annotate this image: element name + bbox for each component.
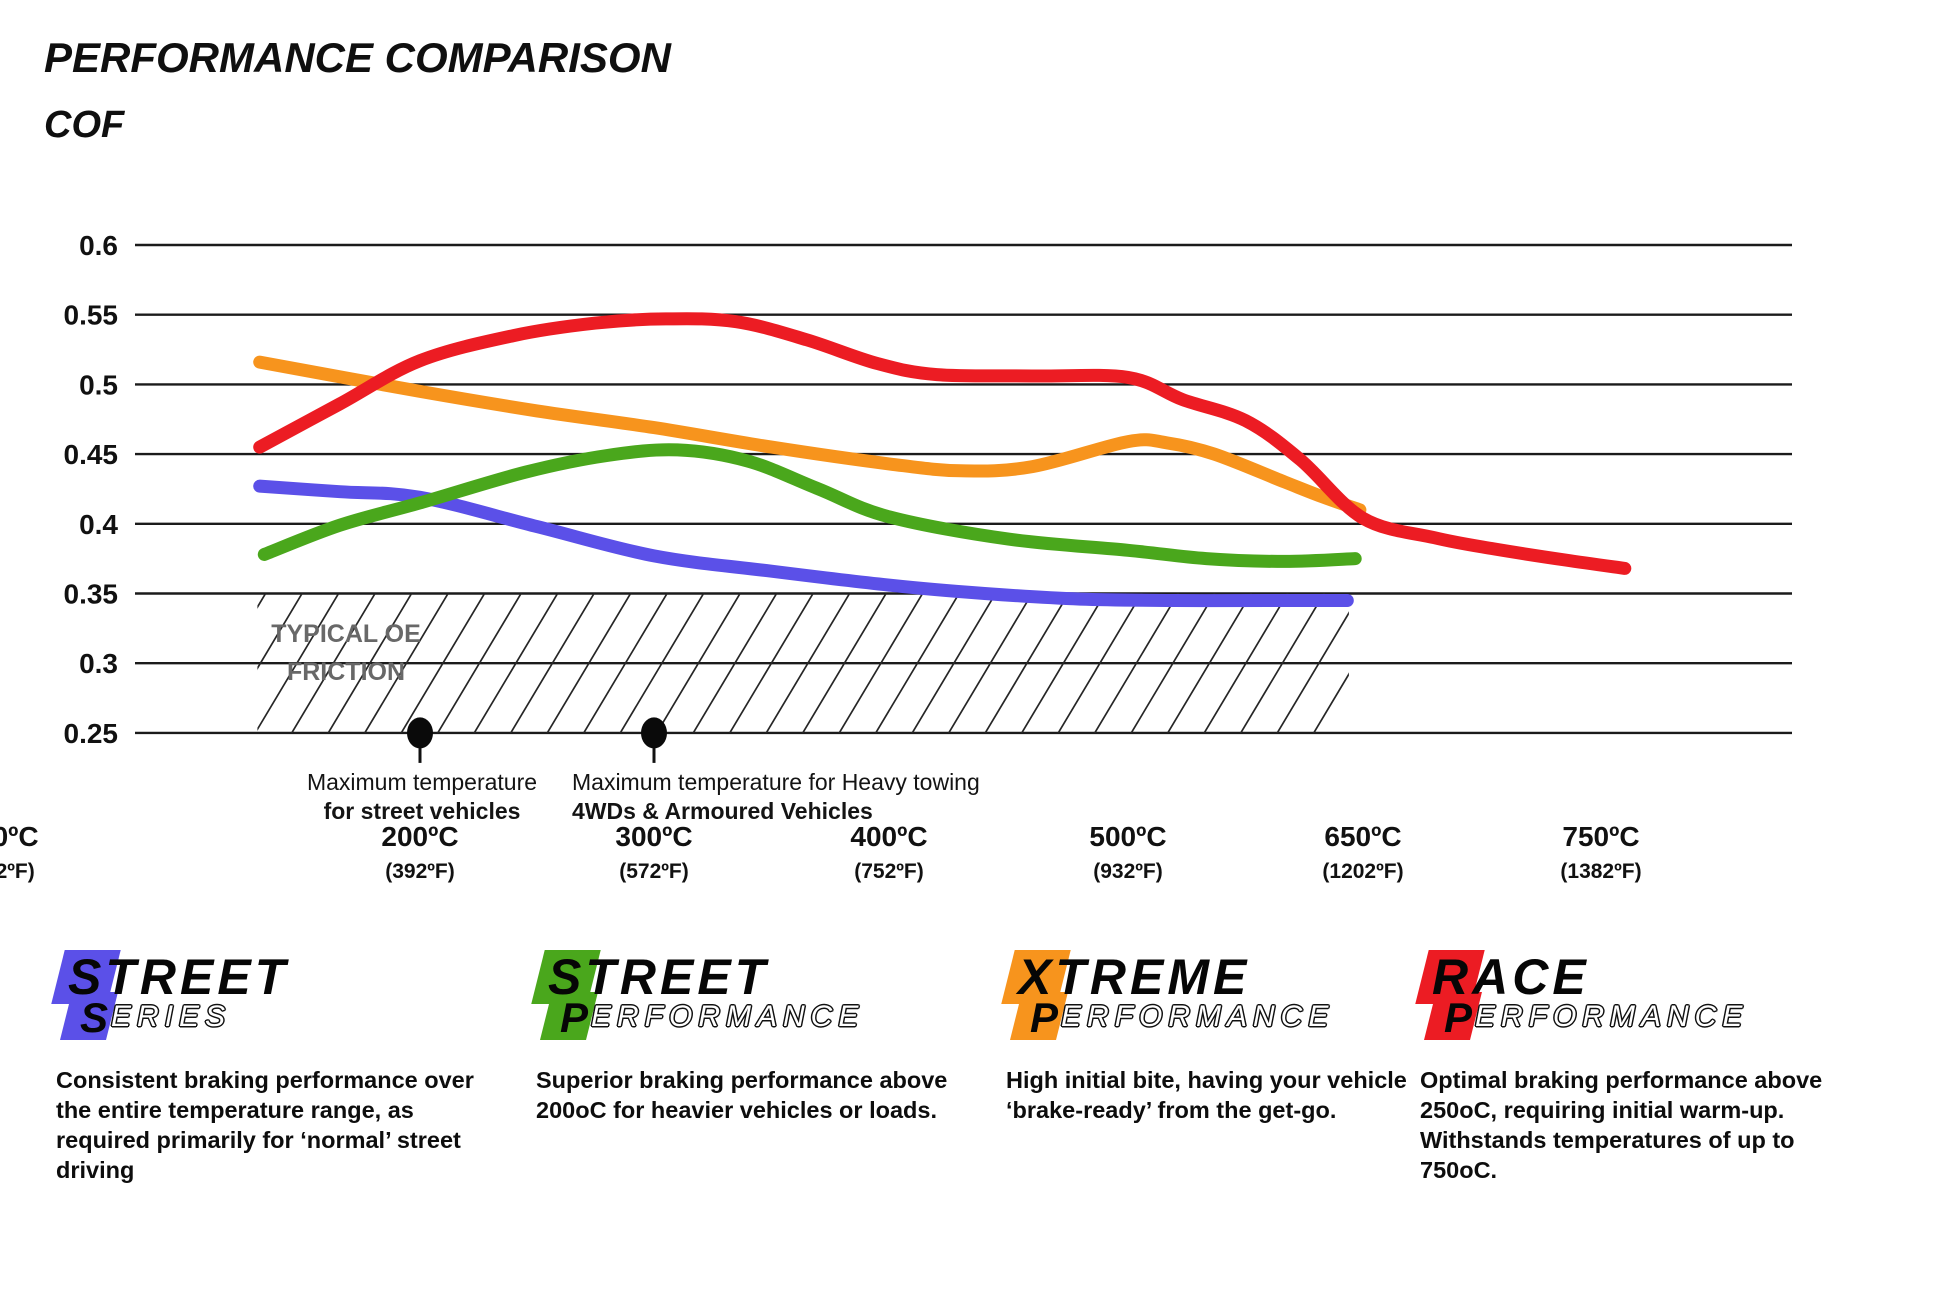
y-axis-tick-labels: 0.6 0.55 0.5 0.45 0.4 0.35 0.3 0.25 (64, 230, 119, 749)
x-tick-celsius: 300ºC (615, 821, 692, 852)
x-tick-celsius: 100ºC (0, 821, 39, 852)
marker-dot (641, 717, 667, 749)
x-axis-tick-labels: 100ºC (212ºF) 200ºC (392ºF) 300ºC (572ºF) 400º… (0, 821, 1642, 883)
x-tick-celsius: 400ºC (850, 821, 927, 852)
annotation-street-max-temp: Maximum temperature for street vehicles (232, 768, 612, 826)
typical-oe-line1: TYPICAL OE (271, 620, 421, 648)
cof-chart: 0.6 0.55 0.5 0.45 0.4 0.35 0.3 0.25 100ºC (212ºF)… (0, 230, 1792, 883)
x-tick-fahrenheit: (932ºF) (1093, 860, 1163, 883)
legend-xtreme-performance: XTREME P ERFORMANCE High initial bite, ha… (1001, 948, 1426, 1126)
street-performance-subword: P ERFORMANCE (560, 994, 865, 1041)
curve-race-performance (253, 312, 1632, 575)
legend-race-performance: RACE P ERFORMANCE Optimal braking perform… (1415, 948, 1870, 1185)
y-tick-label: 0.4 (79, 509, 118, 540)
typical-oe-friction-hatch (257, 593, 1349, 733)
race-performance-subword: P ERFORMANCE (1444, 994, 1749, 1041)
x-tick-fahrenheit: (212ºF) (0, 860, 35, 883)
legend-street-series: STREET S ERIES Consistent braking perform… (51, 948, 508, 1185)
x-tick-fahrenheit: (752ºF) (854, 860, 924, 883)
race-performance-description: Optimal braking performance above 250oC,… (1420, 1067, 1823, 1183)
street-performance-wordmark: STREET (548, 949, 770, 1005)
max-temperature-markers (407, 717, 667, 763)
curve-xtreme-performance (253, 355, 1367, 517)
typical-oe-friction-label: TYPICAL OE FRICTION (256, 616, 436, 691)
race-performance-logo: RACE P ERFORMANCE (1415, 948, 1870, 1052)
y-tick-label: 0.6 (79, 230, 118, 261)
street-series-logo: STREET S ERIES (51, 948, 508, 1052)
x-tick-celsius: 500ºC (1089, 821, 1166, 852)
typical-oe-line2: FRICTION (286, 657, 406, 686)
y-tick-label: 0.35 (64, 579, 119, 610)
x-tick-fahrenheit: (572ºF) (619, 860, 689, 883)
xtreme-performance-wordmark: XTREME (1018, 949, 1251, 1005)
legend-street-performance: STREET P ERFORMANCE Superior braking perf… (531, 948, 988, 1126)
y-axis-title-cof: COF (44, 104, 125, 146)
x-tick-fahrenheit: (392ºF) (385, 860, 455, 883)
annotation-street-line2: for street vehicles (323, 797, 521, 824)
street-performance-description: Superior braking performance above 200oC… (536, 1067, 948, 1123)
annotation-towing-line2: 4WDs & Armoured Vehicles (572, 797, 873, 824)
x-tick-celsius: 750ºC (1562, 821, 1639, 852)
marker-dot (407, 717, 433, 749)
xtreme-performance-logo: XTREME P ERFORMANCE (1001, 948, 1426, 1052)
annotation-street-line1: Maximum temperature (306, 769, 538, 795)
x-tick-fahrenheit: (1382ºF) (1560, 860, 1641, 883)
race-performance-wordmark: RACE (1432, 949, 1590, 1005)
x-tick-celsius: 200ºC (381, 821, 458, 852)
curve-street-performance (257, 443, 1362, 568)
page-title: PERFORMANCE COMPARISON (44, 34, 671, 81)
x-tick-celsius: 650ºC (1324, 821, 1401, 852)
annotation-towing-line1: Maximum temperature for Heavy towing (572, 769, 980, 795)
street-series-wordmark: STREET (68, 949, 290, 1005)
xtreme-performance-description: High initial bite, having your vehicle ‘… (1006, 1067, 1407, 1123)
street-performance-logo: STREET P ERFORMANCE (531, 948, 988, 1052)
xtreme-performance-subword: P ERFORMANCE (1030, 994, 1335, 1041)
y-tick-label: 0.45 (64, 439, 119, 470)
y-tick-label: 0.5 (79, 369, 118, 400)
street-series-description: Consistent braking performance over the … (56, 1067, 474, 1183)
y-tick-label: 0.55 (64, 300, 119, 331)
y-tick-label: 0.25 (64, 718, 119, 749)
y-tick-label: 0.3 (79, 648, 118, 679)
street-series-subword: S ERIES (80, 994, 232, 1041)
x-tick-fahrenheit: (1202ºF) (1322, 860, 1403, 883)
annotation-towing-max-temp: Maximum temperature for Heavy towing 4WD… (572, 768, 1032, 826)
